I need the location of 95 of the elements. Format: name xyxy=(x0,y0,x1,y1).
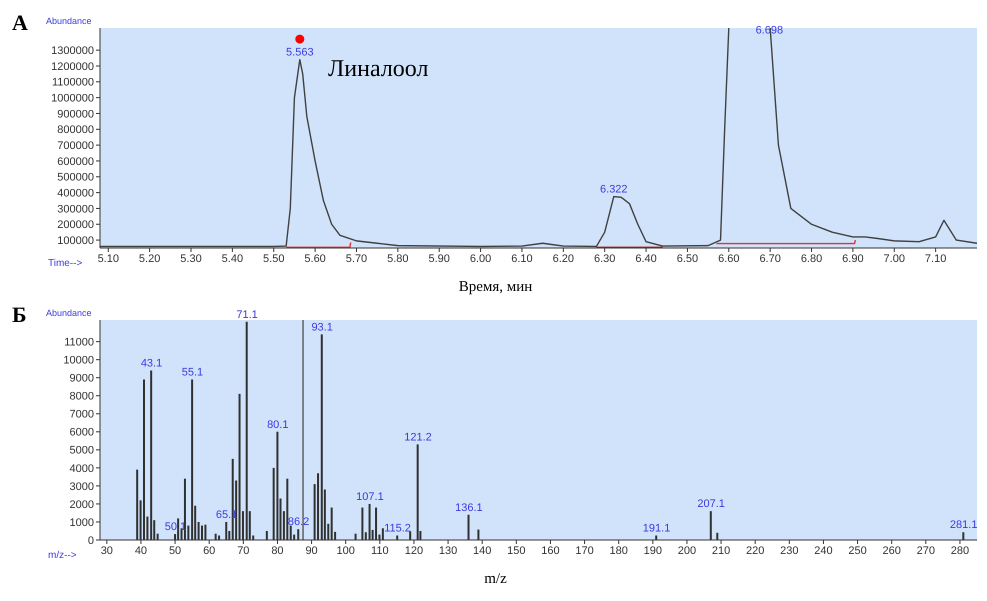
x-tick-label: 5.30 xyxy=(180,252,202,265)
x-tick-label: 6.50 xyxy=(676,252,698,265)
annotation: 80.1 xyxy=(267,418,288,431)
x-tick-label: 5.70 xyxy=(346,252,368,265)
x-tick-label: 120 xyxy=(404,544,424,557)
x-tick-label: 6.00 xyxy=(470,252,492,265)
x-tick-label: 70 xyxy=(237,544,250,557)
x-tick-label: 6.20 xyxy=(552,252,574,265)
x-tick-label: 50 xyxy=(168,544,182,557)
y-tick-label: 0 xyxy=(88,534,94,547)
x-tick-label: 240 xyxy=(814,544,833,557)
y-tick-label: 100000 xyxy=(57,234,94,247)
x-tick-label: 100 xyxy=(336,544,355,557)
x-tick-label: 6.30 xyxy=(594,252,616,265)
y-tick-label: 800000 xyxy=(57,124,94,136)
x-tick-label: 190 xyxy=(644,544,662,557)
x-tick-label: 40 xyxy=(134,544,148,557)
x-tick-label: 90 xyxy=(305,544,318,557)
annotation: 207.1 xyxy=(697,498,725,510)
annotation: 281.1 xyxy=(950,519,978,532)
y-tick-label: 1000000 xyxy=(51,92,94,105)
annotation: 6.322 xyxy=(600,184,628,196)
y-tick-label: 1100000 xyxy=(52,76,94,89)
x-tick-label: 150 xyxy=(507,544,526,557)
y-tick-label: 1200000 xyxy=(51,60,94,73)
x-tick-label: 130 xyxy=(438,544,458,557)
y-tick-label: 700000 xyxy=(57,140,94,152)
y-tick-label: 600000 xyxy=(57,156,94,168)
y-tick-label: 2000 xyxy=(70,498,94,511)
x-tick-label: 6.10 xyxy=(511,252,533,265)
y-tick-label: 11000 xyxy=(64,336,94,349)
x-tick-label: 6.60 xyxy=(718,252,740,265)
x-tick-label: 60 xyxy=(203,544,216,557)
x-tick-label: 7.10 xyxy=(924,252,946,265)
y-tick-label: 9000 xyxy=(70,372,94,385)
y-tick-label: 1000 xyxy=(70,516,94,529)
annotation: 136.1 xyxy=(455,502,483,514)
x-tick-label: 210 xyxy=(712,544,730,557)
y-tick-label: 6000 xyxy=(70,426,94,439)
text: Time--> xyxy=(48,258,82,269)
annotation: 107.1 xyxy=(356,490,384,503)
x-tick-label: 6.40 xyxy=(635,252,657,265)
x-tick-label: 5.60 xyxy=(304,252,326,265)
x-tick-label: 6.70 xyxy=(759,252,781,265)
annotation: 191.1 xyxy=(642,522,670,534)
x-tick-label: 160 xyxy=(541,544,560,557)
y-tick-label: 400000 xyxy=(57,188,94,200)
x-tick-label: 280 xyxy=(950,544,970,557)
y-axis-title: Abundance xyxy=(46,16,92,26)
x-axis-title: Время, мин xyxy=(458,279,534,296)
x-tick-label: 80 xyxy=(271,544,284,557)
x-tick-label: 30 xyxy=(100,544,113,557)
y-tick-label: 7000 xyxy=(70,408,94,421)
x-tick-label: 250 xyxy=(848,544,867,557)
y-tick-label: 4000 xyxy=(70,462,94,475)
x-tick-label: 7.00 xyxy=(884,252,905,265)
y-tick-label: 10000 xyxy=(63,354,94,367)
x-tick-label: 5.50 xyxy=(263,252,284,265)
x-tick-label: 270 xyxy=(916,544,935,557)
y-tick-label: 500000 xyxy=(57,172,94,184)
y-tick-label: 8000 xyxy=(70,390,94,403)
x-axis-title: m/z xyxy=(483,571,508,588)
x-tick-label: 5.20 xyxy=(138,252,160,265)
chart-title: А xyxy=(12,10,28,36)
x-tick-label: 180 xyxy=(610,544,628,557)
x-tick-label: 6.90 xyxy=(842,252,864,265)
y-tick-label: 900000 xyxy=(57,108,94,120)
text: m/z--> xyxy=(48,550,77,561)
y-tick-label: 3000 xyxy=(70,480,94,493)
chart-title: Б xyxy=(12,302,27,328)
x-tick-label: 230 xyxy=(780,544,798,557)
x-tick-label: 140 xyxy=(473,544,492,557)
x-tick-label: 6.80 xyxy=(800,252,822,265)
y-tick-label: 5000 xyxy=(70,444,94,457)
x-tick-label: 170 xyxy=(575,544,594,557)
y-tick-label: 200000 xyxy=(57,219,94,232)
annotation: 115.2 xyxy=(384,522,411,534)
annotation: Линалоол xyxy=(328,56,428,83)
x-tick-label: 260 xyxy=(882,544,901,557)
x-tick-label: 200 xyxy=(678,544,696,557)
annotation: 5.563 xyxy=(286,46,314,59)
y-tick-label: 300000 xyxy=(57,203,94,216)
y-axis-title: Abundance xyxy=(46,308,92,318)
x-tick-label: 220 xyxy=(746,544,764,557)
x-tick-label: 5.90 xyxy=(428,252,450,265)
y-tick-label: 1300000 xyxy=(51,45,94,58)
annotation: 55.1 xyxy=(182,366,204,379)
x-tick-label: 110 xyxy=(371,544,389,557)
x-tick-label: 5.10 xyxy=(98,252,119,265)
annotation: 93.1 xyxy=(311,321,333,334)
x-tick-label: 5.40 xyxy=(222,252,244,265)
annotation: 121.2 xyxy=(404,431,432,444)
annotation: 71.1 xyxy=(236,308,258,321)
x-tick-label: 5.80 xyxy=(387,252,409,265)
annotation: 43.1 xyxy=(140,357,162,370)
